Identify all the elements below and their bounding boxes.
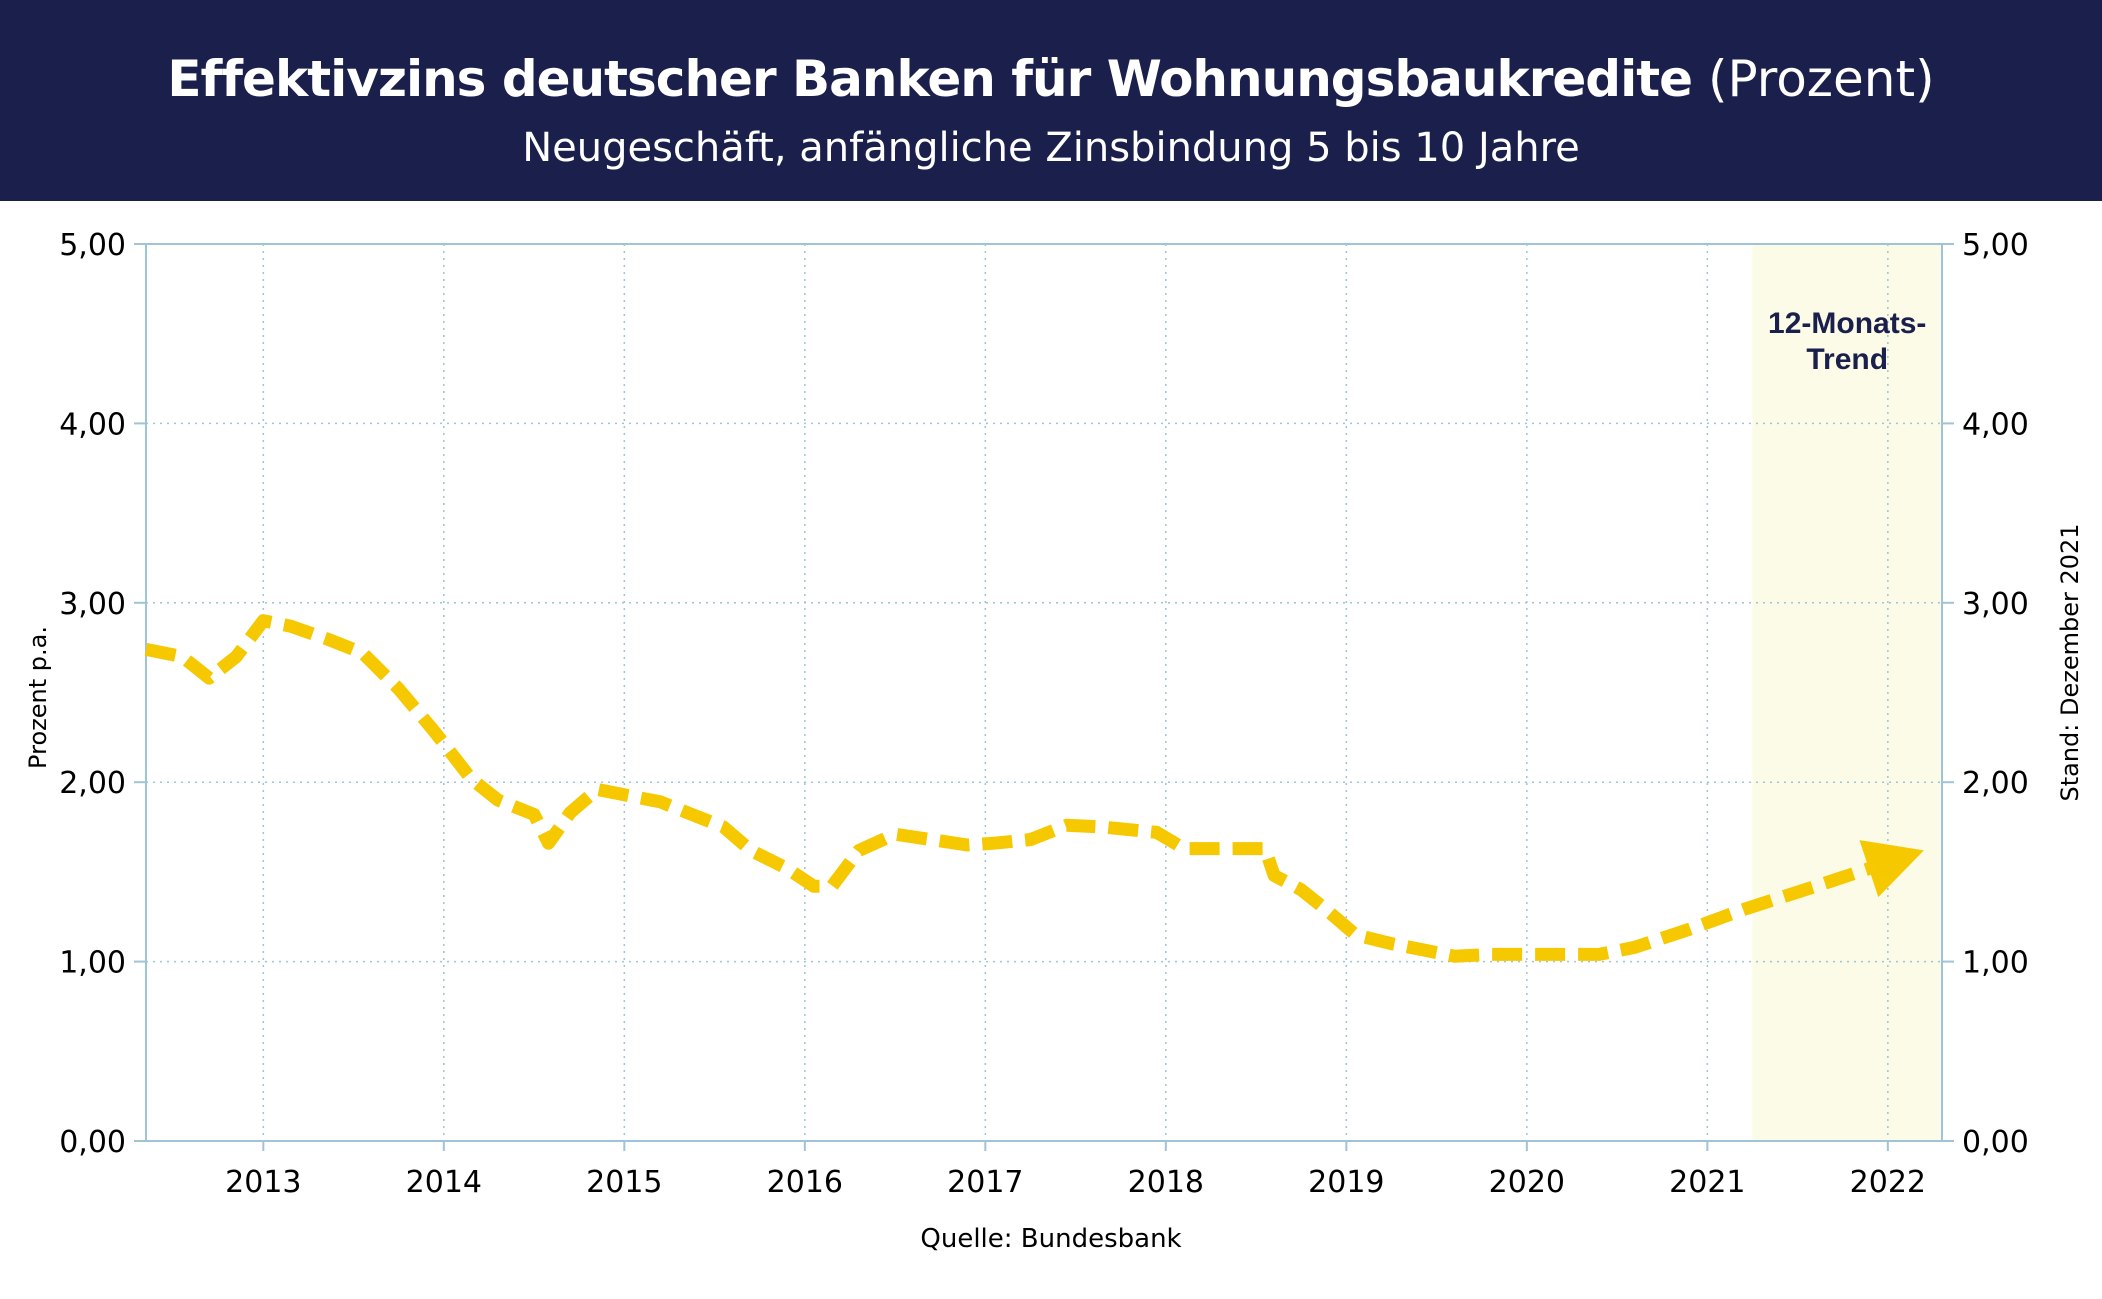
y-tick-label-left: 1,00 — [59, 946, 126, 981]
trend-box — [1752, 244, 1942, 1141]
trend-label-line: 12-Monats- — [1768, 307, 1926, 340]
trend-label-line: Trend — [1806, 343, 1888, 376]
y-tick-label-left: 4,00 — [59, 407, 126, 442]
y-tick-label-right: 3,00 — [1962, 587, 2029, 622]
trend-box-label: 12-Monats-Trend — [1768, 307, 1926, 376]
y-tick-label-right: 2,00 — [1962, 766, 2029, 801]
y-tick-label-left: 5,00 — [59, 228, 126, 263]
right-axis-label: Stand: Dezember 2021 — [2056, 523, 2084, 801]
trend-arrow-head — [1859, 840, 1924, 898]
y-tick-label-right: 1,00 — [1962, 946, 2029, 981]
chart-title: Effektivzins deutscher Banken für Wohnun… — [0, 48, 2102, 110]
source-note: Quelle: Bundesbank — [920, 1224, 1182, 1254]
y-tick-label-left: 0,00 — [59, 1125, 126, 1160]
axis-ticks — [134, 243, 1954, 1151]
chart-title-main: Effektivzins deutscher Banken für Wohnun… — [167, 50, 1693, 108]
y-axis-label: Prozent p.a. — [24, 626, 52, 769]
chart-subtitle: Neugeschäft, anfängliche Zinsbindung 5 b… — [522, 125, 1580, 171]
x-tick-label: 2021 — [1669, 1165, 1745, 1200]
x-tick-label: 2022 — [1850, 1165, 1926, 1200]
y-tick-label-right: 0,00 — [1962, 1125, 2029, 1160]
y-tick-label-right: 4,00 — [1962, 407, 2029, 442]
tick-labels: 0,00 0,00 1,00 1,00 2,00 2,00 3,00 3,00 4,00 4,00… — [59, 228, 2029, 1200]
x-tick-label: 2017 — [947, 1165, 1023, 1200]
x-tick-label: 2015 — [586, 1165, 662, 1200]
x-tick-label: 2013 — [225, 1165, 301, 1200]
x-tick-label: 2014 — [406, 1165, 482, 1200]
series-group — [144, 614, 1924, 963]
x-tick-label: 2016 — [767, 1165, 843, 1200]
x-tick-label: 2019 — [1308, 1165, 1384, 1200]
series-line — [144, 614, 1877, 963]
x-tick-label: 2020 — [1489, 1165, 1565, 1200]
y-tick-label-right: 5,00 — [1962, 228, 2029, 263]
y-tick-label-left: 2,00 — [59, 766, 126, 801]
plot-frame — [145, 243, 1943, 1142]
y-tick-label-left: 3,00 — [59, 587, 126, 622]
chart-header: Effektivzins deutscher Banken für Wohnun… — [0, 0, 2102, 201]
chart-title-unit: (Prozent) — [1707, 50, 1935, 108]
x-tick-label: 2018 — [1128, 1165, 1204, 1200]
chart-grid — [146, 244, 1942, 1141]
